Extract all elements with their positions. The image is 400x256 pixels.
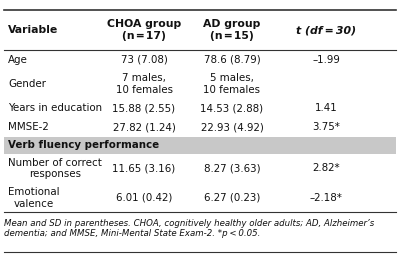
- Text: Variable: Variable: [8, 25, 58, 35]
- Text: 73 (7.08): 73 (7.08): [120, 55, 168, 65]
- Text: 7 males,
10 females: 7 males, 10 females: [116, 73, 172, 95]
- Text: 1.41: 1.41: [315, 103, 337, 113]
- Text: 8.27 (3.63): 8.27 (3.63): [204, 163, 260, 173]
- Text: t (df = 30): t (df = 30): [296, 25, 356, 35]
- Text: 3.75*: 3.75*: [312, 122, 340, 132]
- Text: Emotional
valence: Emotional valence: [8, 187, 60, 209]
- Text: Number of correct
responses: Number of correct responses: [8, 157, 102, 179]
- Text: 5 males,
10 females: 5 males, 10 females: [204, 73, 260, 95]
- Text: 14.53 (2.88): 14.53 (2.88): [200, 103, 264, 113]
- Text: MMSE-2: MMSE-2: [8, 122, 49, 132]
- Text: –2.18*: –2.18*: [310, 193, 342, 203]
- Text: 2.82*: 2.82*: [312, 163, 340, 173]
- Text: 6.01 (0.42): 6.01 (0.42): [116, 193, 172, 203]
- Text: –1.99: –1.99: [312, 55, 340, 65]
- Text: 27.82 (1.24): 27.82 (1.24): [112, 122, 176, 132]
- Text: Years in education: Years in education: [8, 103, 102, 113]
- Text: Mean and SD in parentheses. CHOA, cognitively healthy older adults; AD, Alzheime: Mean and SD in parentheses. CHOA, cognit…: [4, 219, 374, 238]
- Text: 11.65 (3.16): 11.65 (3.16): [112, 163, 176, 173]
- Text: 6.27 (0.23): 6.27 (0.23): [204, 193, 260, 203]
- Bar: [4, 137, 396, 154]
- Text: CHOA group
(n = 17): CHOA group (n = 17): [107, 19, 181, 41]
- Text: AD group
(n = 15): AD group (n = 15): [203, 19, 261, 41]
- Text: Gender: Gender: [8, 79, 46, 89]
- Text: 22.93 (4.92): 22.93 (4.92): [200, 122, 264, 132]
- Text: 15.88 (2.55): 15.88 (2.55): [112, 103, 176, 113]
- Text: Verb fluency performance: Verb fluency performance: [8, 140, 159, 150]
- Text: 78.6 (8.79): 78.6 (8.79): [204, 55, 260, 65]
- Text: Age: Age: [8, 55, 28, 65]
